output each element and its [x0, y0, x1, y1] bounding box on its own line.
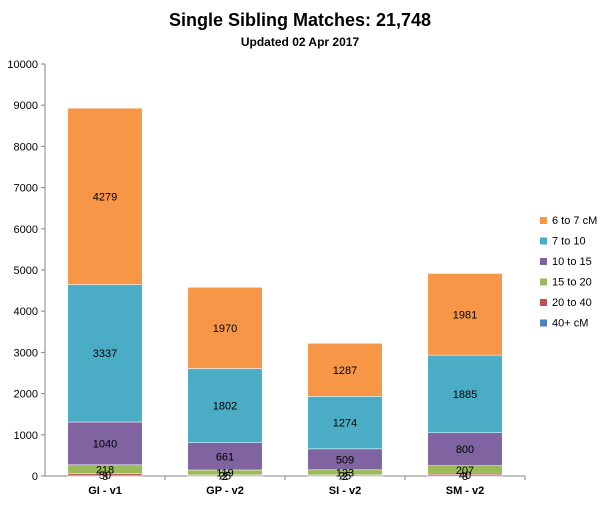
bar-segment	[427, 354, 503, 433]
bar-segment	[187, 287, 263, 369]
y-tick-label: 6000	[14, 224, 38, 236]
bar-segment	[427, 432, 503, 466]
y-tick-label: 0	[32, 471, 38, 483]
legend: 6 to 7 cM 7 to 10 10 to 15 15 to 20 20 to 40…	[540, 215, 597, 330]
bar-segment	[427, 273, 503, 356]
data-label: 25	[339, 470, 351, 482]
data-label: 1802	[213, 401, 237, 413]
y-tick-label: 1000	[14, 430, 38, 442]
data-label: 1040	[93, 438, 117, 450]
data-label: 1287	[333, 365, 357, 377]
chart-subtitle: Updated 02 Apr 2017	[241, 35, 360, 49]
legend-swatch	[540, 278, 547, 286]
legend-swatch	[540, 237, 547, 245]
data-label: 2	[342, 471, 348, 483]
data-labels: 3502181040333742792251196611802197022512…	[93, 191, 477, 483]
legend-label: 6 to 7 cM	[552, 215, 597, 227]
legend-swatch	[540, 299, 547, 306]
legend-label: 20 to 40	[552, 297, 592, 309]
data-label: 1274	[333, 418, 357, 430]
data-label: 218	[96, 464, 114, 476]
y-tick-label: 8000	[14, 141, 38, 153]
data-label: 3	[462, 471, 468, 483]
data-label: 123	[336, 467, 354, 479]
bar-segment	[187, 442, 263, 471]
bar-segment	[307, 396, 383, 450]
y-tick-label: 5000	[14, 265, 38, 277]
legend-label: 40+ cM	[552, 318, 588, 330]
bar-segment	[67, 284, 143, 423]
data-label: 800	[456, 444, 474, 456]
legend-swatch	[540, 258, 547, 265]
data-label: 50	[99, 470, 111, 482]
data-label: 661	[216, 451, 234, 463]
y-tick-label: 9000	[14, 100, 38, 112]
data-label: 207	[456, 465, 474, 477]
y-tick-label: 3000	[14, 347, 38, 359]
bars	[67, 107, 503, 477]
data-label: 3	[102, 471, 108, 483]
bar-segment	[307, 343, 383, 397]
legend-swatch	[540, 217, 547, 224]
data-label: 119	[216, 467, 234, 479]
y-tick-label: 2000	[14, 389, 38, 401]
chart-title: Single Sibling Matches: 21,748	[169, 10, 431, 30]
legend-label: 15 to 20	[552, 277, 592, 289]
bar-segment	[187, 368, 263, 444]
data-label: 1981	[453, 309, 477, 321]
axes: 0 1000 2000 3000 4000 5000 6000 7000 8000 9000 100…	[7, 59, 526, 497]
legend-swatch	[540, 319, 547, 327]
data-label: 2	[222, 471, 228, 483]
legend-label: 7 to 10	[552, 236, 586, 248]
y-tick-label: 10000	[7, 59, 38, 71]
x-tick-label: SI - v2	[329, 485, 361, 497]
bar-segment	[67, 421, 143, 466]
x-tick-label: GI - v1	[88, 485, 122, 497]
data-label: 3337	[93, 348, 117, 360]
y-tick-label: 4000	[14, 306, 38, 318]
y-tick-label: 7000	[14, 183, 38, 195]
data-label: 40	[459, 470, 471, 482]
data-label: 25	[219, 470, 231, 482]
legend-label: 10 to 15	[552, 256, 592, 268]
data-label: 4279	[93, 191, 117, 203]
bar-segment	[67, 107, 143, 285]
data-label: 1970	[213, 323, 237, 335]
data-label: 1885	[453, 389, 477, 401]
x-tick-label: GP - v2	[206, 485, 244, 497]
x-tick-label: SM - v2	[446, 485, 485, 497]
data-label: 509	[336, 454, 354, 466]
